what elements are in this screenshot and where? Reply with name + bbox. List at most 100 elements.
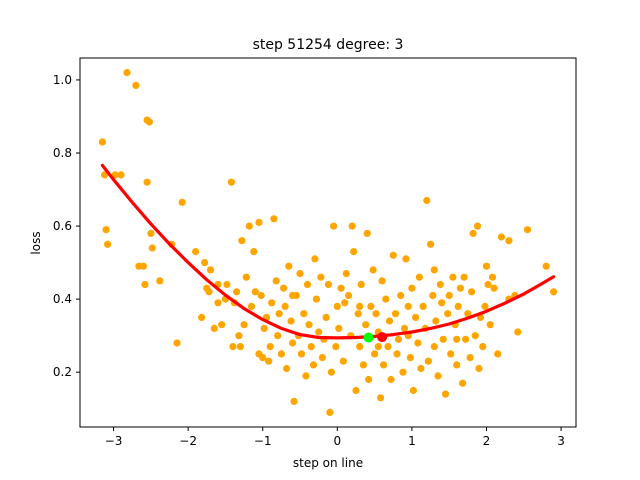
data-point (266, 343, 274, 351)
data-point (236, 343, 244, 351)
y-tick-label: 0.8 (53, 146, 72, 160)
data-point (456, 284, 464, 292)
y-tick-label: 0.6 (53, 219, 72, 233)
data-point (430, 266, 438, 274)
data-point (111, 171, 119, 179)
data-point (409, 386, 417, 395)
data-point (290, 397, 298, 405)
data-point (436, 280, 444, 289)
data-point (247, 302, 256, 310)
data-point (348, 222, 356, 230)
data-point (309, 361, 318, 369)
data-point (397, 291, 405, 300)
data-point (317, 273, 325, 281)
data-point (223, 280, 231, 289)
data-point (326, 408, 334, 416)
data-point (469, 229, 477, 237)
data-point (235, 332, 243, 340)
data-point (240, 321, 248, 329)
y-tick-label: 0.4 (53, 292, 72, 306)
data-point (486, 321, 494, 329)
data-point (459, 379, 467, 387)
data-point (357, 280, 365, 289)
data-point (333, 302, 341, 310)
data-point (497, 233, 505, 241)
data-point (281, 302, 289, 310)
data-point (148, 244, 156, 252)
data-point (378, 277, 386, 285)
red-marker (377, 332, 388, 343)
data-point (484, 280, 492, 289)
data-point (98, 138, 106, 146)
data-point (341, 299, 349, 307)
data-point (462, 335, 470, 343)
data-point (307, 343, 315, 351)
data-point (315, 328, 323, 336)
data-point (393, 350, 401, 358)
data-point (404, 302, 412, 310)
fit-curve (100, 163, 556, 340)
x-tick-label: 3 (557, 434, 565, 448)
data-point (303, 280, 312, 289)
data-point (399, 368, 407, 376)
data-point (356, 343, 364, 351)
data-point (453, 335, 461, 343)
data-point (257, 291, 265, 300)
data-point (365, 375, 373, 384)
data-point (255, 350, 263, 358)
data-point (473, 222, 482, 230)
data-point (289, 291, 297, 300)
data-point (488, 273, 497, 281)
data-point (344, 291, 353, 300)
data-point (490, 284, 498, 292)
data-point (385, 317, 394, 325)
data-point (312, 295, 320, 303)
data-point (229, 343, 237, 351)
data-point (372, 310, 380, 318)
plot-area (98, 69, 558, 416)
axes-frame (79, 57, 577, 428)
data-point (354, 310, 362, 318)
y-axis: 0.2 0.4 0.6 0.8 1.0 (53, 73, 80, 379)
data-point (369, 266, 377, 274)
data-point (371, 350, 379, 358)
data-point (412, 313, 420, 321)
data-point (272, 277, 280, 285)
data-point (429, 291, 437, 300)
data-point (466, 354, 474, 362)
data-point (178, 198, 186, 206)
data-point (389, 251, 397, 259)
data-point (300, 310, 308, 318)
data-point (453, 361, 461, 369)
data-point (260, 324, 268, 332)
data-point (454, 302, 462, 310)
data-point (132, 81, 140, 89)
x-tick-label: −2 (179, 434, 197, 448)
data-point (143, 178, 151, 186)
data-point (363, 229, 371, 237)
data-point (342, 270, 350, 278)
green-marker (363, 332, 374, 343)
data-point (192, 248, 200, 256)
x-axis-label: step on line (293, 456, 363, 470)
data-point (335, 324, 343, 332)
data-point (251, 288, 259, 296)
data-point (424, 357, 432, 365)
data-point (352, 386, 360, 395)
data-point (408, 284, 416, 292)
data-point (173, 339, 181, 347)
data-point (265, 357, 273, 365)
data-point (330, 222, 338, 230)
data-point (274, 332, 282, 340)
data-point (327, 368, 335, 376)
data-point (434, 372, 442, 380)
data-point (387, 375, 395, 384)
data-point (268, 299, 276, 307)
data-point (210, 324, 218, 332)
data-point (218, 321, 226, 329)
data-point (400, 324, 409, 332)
data-point (289, 339, 297, 347)
data-point (242, 273, 250, 281)
data-point (441, 390, 450, 398)
data-point (391, 310, 400, 318)
